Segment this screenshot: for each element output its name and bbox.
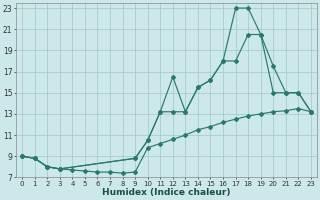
- X-axis label: Humidex (Indice chaleur): Humidex (Indice chaleur): [102, 188, 231, 197]
